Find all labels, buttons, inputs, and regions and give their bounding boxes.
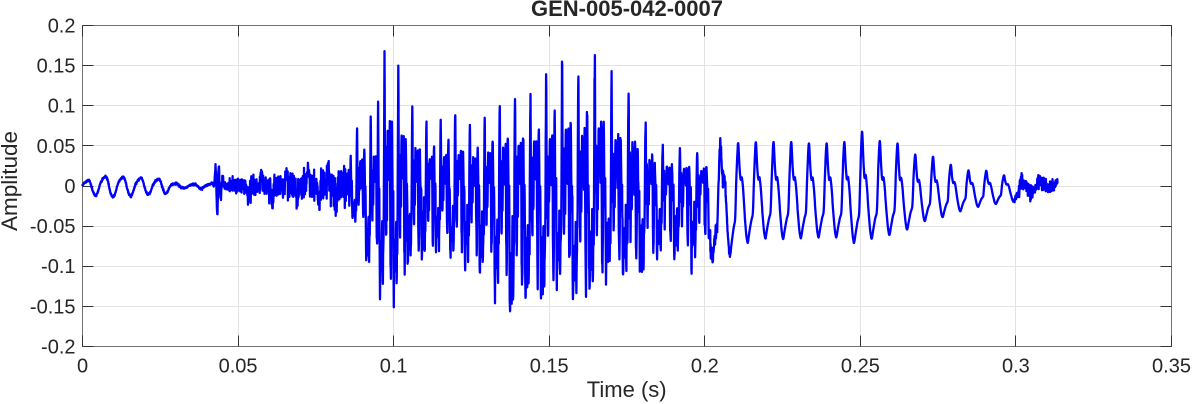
svg-text:Time (s): Time (s): [587, 377, 667, 402]
svg-text:0.1: 0.1: [48, 96, 76, 118]
svg-text:0.05: 0.05: [37, 136, 76, 158]
svg-text:GEN-005-042-0007: GEN-005-042-0007: [531, 0, 723, 21]
svg-text:-0.1: -0.1: [41, 256, 75, 278]
svg-text:Amplitude: Amplitude: [0, 131, 22, 231]
svg-text:0.25: 0.25: [841, 355, 880, 377]
svg-text:0.05: 0.05: [219, 355, 258, 377]
svg-text:0.3: 0.3: [1002, 355, 1030, 377]
svg-text:0: 0: [77, 355, 88, 377]
svg-text:0.15: 0.15: [530, 355, 569, 377]
svg-text:-0.2: -0.2: [41, 337, 75, 359]
svg-text:0: 0: [64, 176, 75, 198]
svg-text:0.1: 0.1: [380, 355, 408, 377]
svg-text:-0.15: -0.15: [30, 296, 76, 318]
svg-text:0.15: 0.15: [37, 56, 76, 78]
svg-text:0.2: 0.2: [691, 355, 719, 377]
svg-text:0.35: 0.35: [1152, 355, 1191, 377]
svg-text:0.2: 0.2: [48, 16, 76, 38]
svg-text:-0.05: -0.05: [30, 216, 76, 238]
